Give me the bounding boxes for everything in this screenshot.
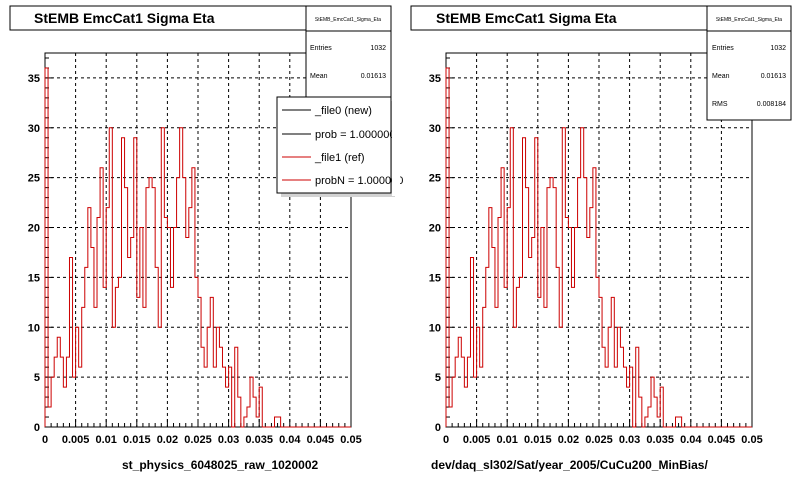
left-title-box bbox=[9, 5, 307, 31]
x-tick-label: 0.025 bbox=[585, 434, 613, 446]
legend-entry-new: _file0 (new) bbox=[314, 105, 372, 117]
y-tick-label: 0 bbox=[435, 422, 441, 434]
x-tick-label: 0.005 bbox=[463, 434, 491, 446]
y-tick-label: 10 bbox=[429, 322, 441, 334]
right-stats-mean-label: Mean bbox=[712, 73, 730, 80]
x-tick-label: 0.035 bbox=[646, 434, 674, 446]
y-tick-label: 5 bbox=[435, 372, 441, 384]
right-histogram-panel: StEMB EmcCat1 Sigma Eta 0 0.005 0.01 0.015 0… bbox=[410, 5, 792, 472]
x-tick-label: 0.04 bbox=[680, 434, 702, 446]
y-tick-label: 25 bbox=[28, 173, 40, 185]
left-axis-ticks: 0 0.005 0.01 0.015 0.02 0.025 0.03 0.035 0.04 0.0… bbox=[28, 57, 362, 446]
left-stats-name: StEMB_EmcCat1_Sigma_Eta bbox=[315, 17, 381, 23]
x-tick-label: 0.015 bbox=[123, 434, 151, 446]
x-tick-label: 0.035 bbox=[245, 434, 273, 446]
y-tick-label: 20 bbox=[28, 223, 40, 235]
legend-edge-mask bbox=[392, 96, 400, 196]
right-chart-title: StEMB EmcCat1 Sigma Eta bbox=[436, 10, 617, 26]
right-stats-mean-value: 0.01613 bbox=[761, 73, 786, 80]
left-x-axis-label: st_physics_6048025_raw_1020002 bbox=[122, 458, 318, 472]
y-tick-label: 15 bbox=[28, 272, 40, 284]
x-tick-label: 0.025 bbox=[184, 434, 212, 446]
x-tick-label: 0.03 bbox=[619, 434, 640, 446]
left-histogram-panel: StEMB EmcCat1 Sigma Eta 0 0.005 0.01 0.015 0… bbox=[9, 5, 403, 472]
left-stats-mean-label: Mean bbox=[310, 73, 328, 80]
y-tick-label: 0 bbox=[34, 422, 40, 434]
y-tick-label: 30 bbox=[429, 123, 441, 135]
right-axis-ticks: 0 0.005 0.01 0.015 0.02 0.025 0.03 0.035 0.04 0.0… bbox=[429, 57, 763, 446]
right-title-box bbox=[410, 5, 708, 31]
right-stats-rms-value: 0.008184 bbox=[757, 101, 786, 108]
left-histogram-series bbox=[44, 67, 351, 428]
right-stats-name: StEMB_EmcCat1_Sigma_Eta bbox=[716, 17, 782, 23]
x-tick-label: 0.045 bbox=[307, 434, 335, 446]
y-tick-label: 15 bbox=[429, 272, 441, 284]
y-tick-label: 35 bbox=[28, 73, 40, 85]
left-legend: _file0 (new) prob = 1.000000 _file1 (ref… bbox=[276, 96, 403, 197]
x-tick-label: 0.015 bbox=[524, 434, 552, 446]
x-tick-label: 0 bbox=[42, 434, 48, 446]
x-tick-label: 0.04 bbox=[279, 434, 301, 446]
y-tick-label: 10 bbox=[28, 322, 40, 334]
legend-box bbox=[276, 96, 392, 194]
y-tick-label: 5 bbox=[34, 372, 40, 384]
y-tick-label: 20 bbox=[429, 223, 441, 235]
left-stats-entries-label: Entries bbox=[310, 45, 332, 52]
legend-entry-ref: _file1 (ref) bbox=[314, 152, 365, 164]
x-tick-label: 0.02 bbox=[558, 434, 579, 446]
right-stats-entries-label: Entries bbox=[712, 45, 734, 52]
x-tick-label: 0.005 bbox=[62, 434, 90, 446]
x-tick-label: 0.02 bbox=[157, 434, 178, 446]
x-tick-label: 0.05 bbox=[741, 434, 762, 446]
right-x-axis-label: dev/daq_sl302/Sat/year_2005/CuCu200_MinB… bbox=[431, 458, 708, 472]
legend-entry-prob: prob = 1.000000 bbox=[315, 129, 395, 141]
legend-entry-probn: probN = 1.000000 bbox=[315, 175, 403, 187]
y-tick-label: 25 bbox=[429, 173, 441, 185]
x-tick-label: 0.05 bbox=[340, 434, 361, 446]
right-histogram-series bbox=[445, 67, 752, 428]
x-tick-label: 0.045 bbox=[708, 434, 736, 446]
left-stats-entries-value: 1032 bbox=[370, 45, 386, 52]
left-stats-mean-value: 0.01613 bbox=[361, 73, 386, 80]
x-tick-label: 0.01 bbox=[496, 434, 517, 446]
right-stats-box bbox=[706, 5, 792, 121]
x-tick-label: 0.01 bbox=[95, 434, 116, 446]
x-tick-label: 0 bbox=[443, 434, 449, 446]
y-tick-label: 35 bbox=[429, 73, 441, 85]
x-tick-label: 0.03 bbox=[218, 434, 239, 446]
right-stats-entries-value: 1032 bbox=[770, 45, 786, 52]
right-grid bbox=[446, 53, 752, 427]
right-stats-rms-label: RMS bbox=[712, 101, 728, 108]
left-chart-title: StEMB EmcCat1 Sigma Eta bbox=[34, 10, 215, 26]
y-tick-label: 30 bbox=[28, 123, 40, 135]
